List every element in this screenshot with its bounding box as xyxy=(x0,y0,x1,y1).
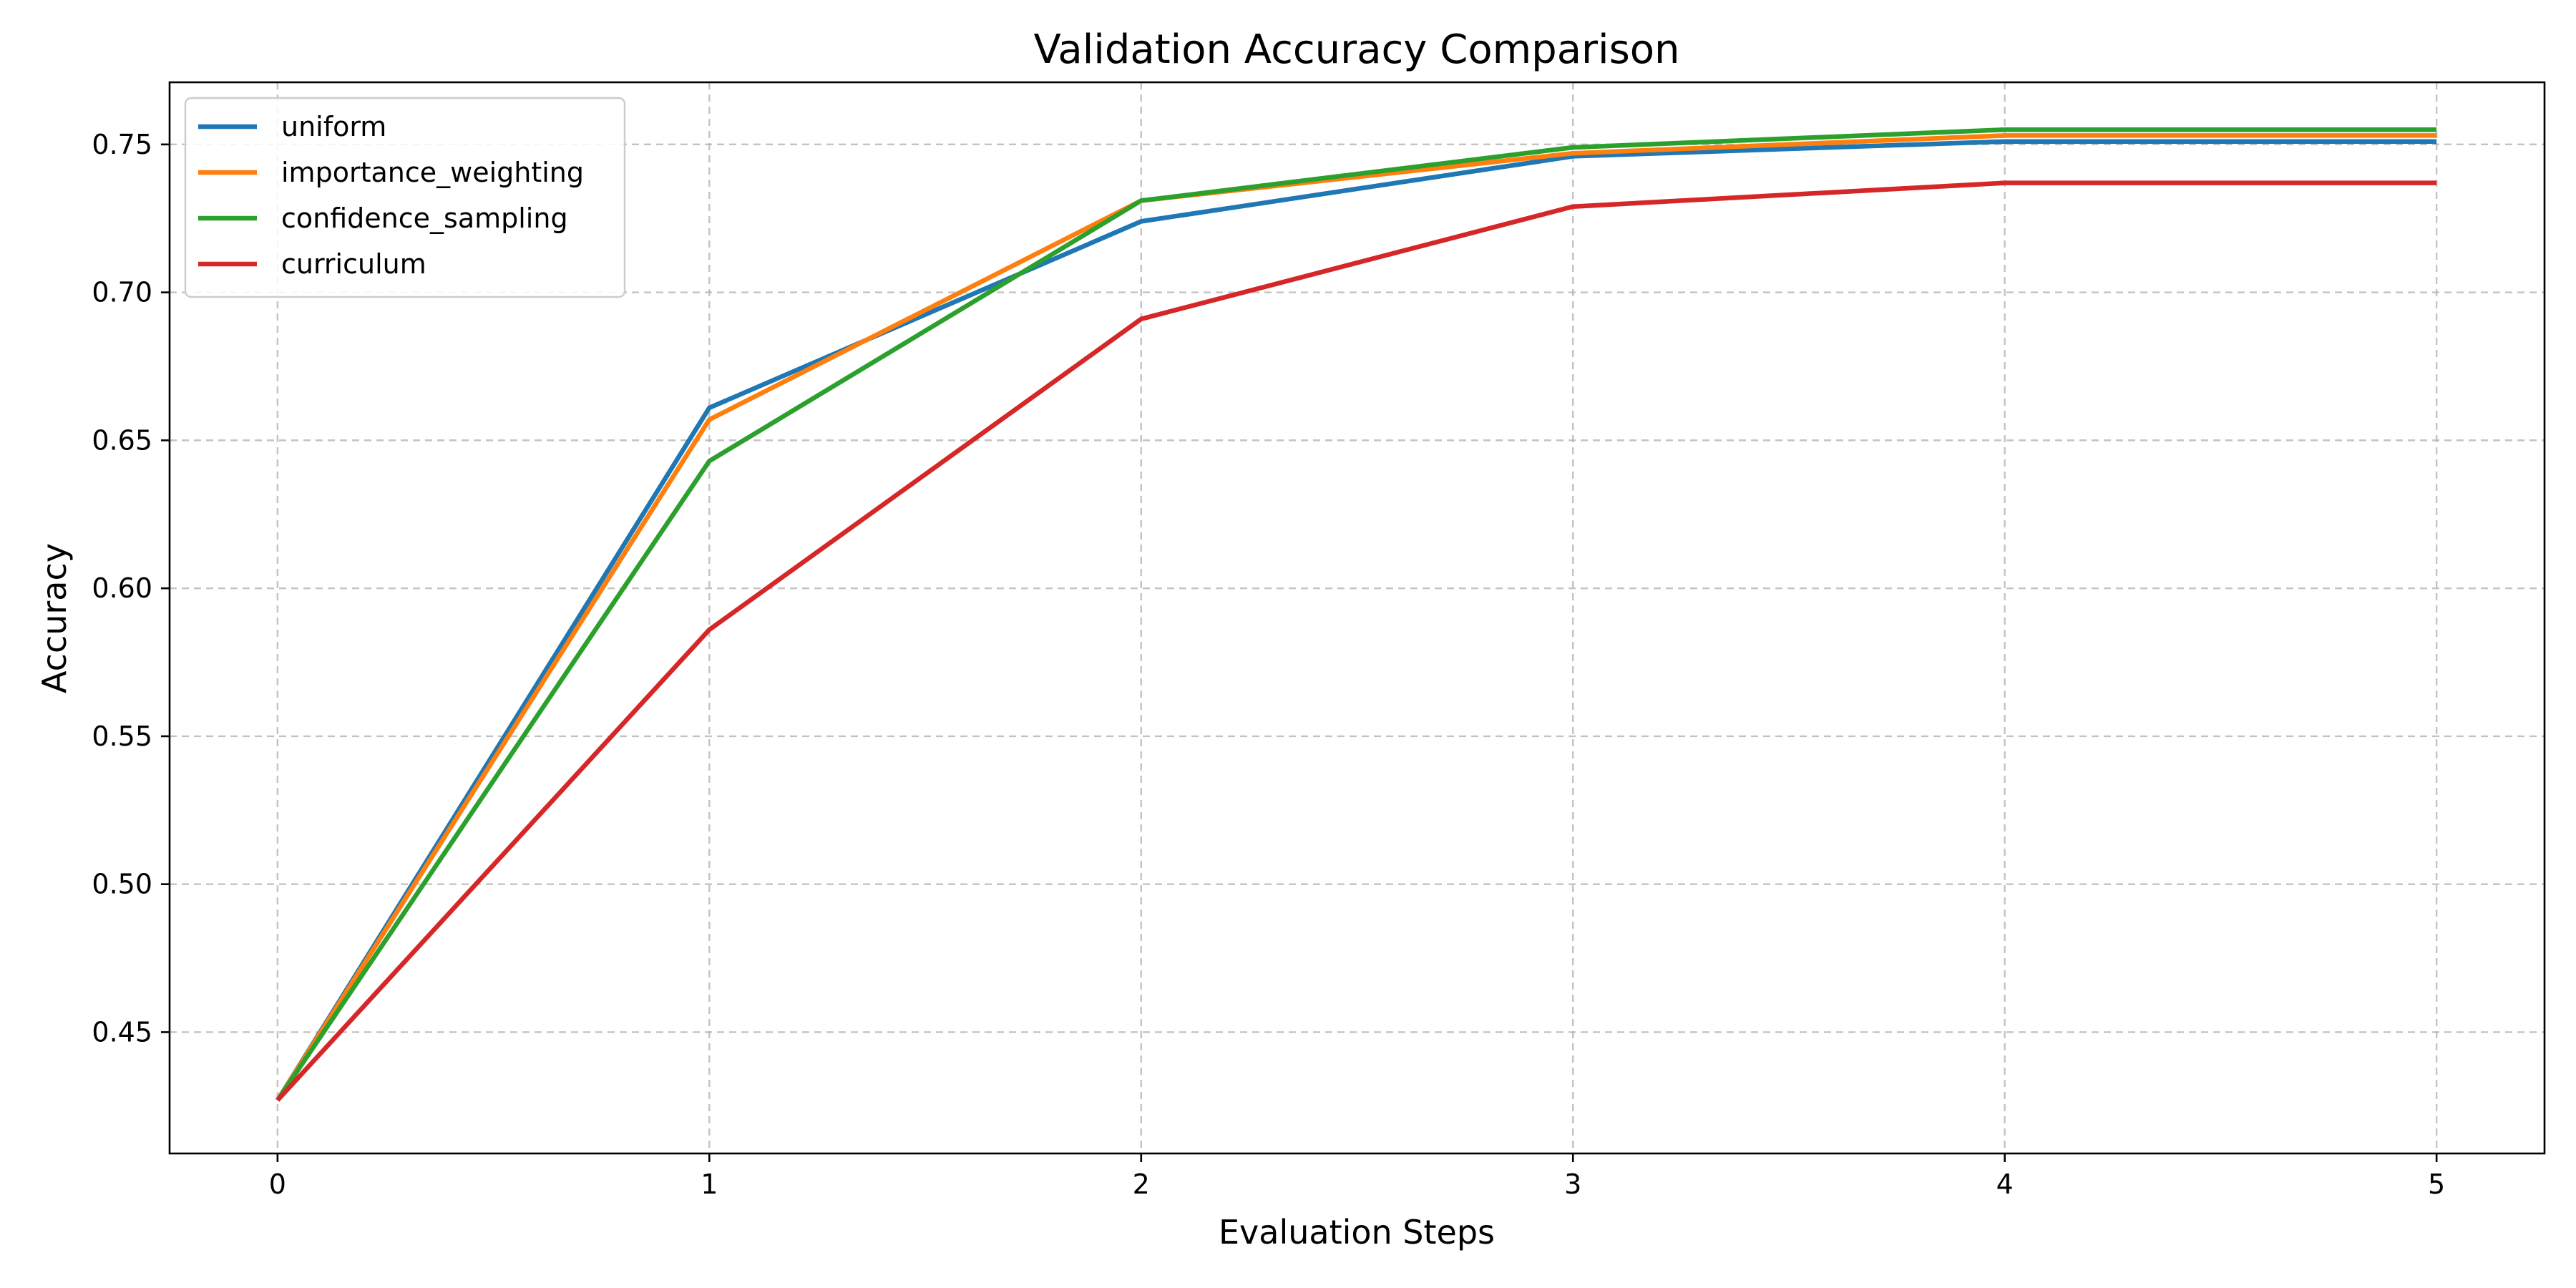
x-tick-label: 0 xyxy=(269,1169,286,1200)
y-tick-label: 0.60 xyxy=(92,572,152,604)
axis-ticks: 0 1 2 3 4 5 0.45 0.50 0.55 0.60 0.65 0.70 0.75 xyxy=(92,129,2445,1200)
legend-label: curriculum xyxy=(281,248,426,280)
y-tick-label: 0.45 xyxy=(92,1016,152,1048)
y-axis-label: Accuracy xyxy=(35,543,74,693)
x-tick-label: 2 xyxy=(1133,1169,1150,1200)
x-tick-label: 1 xyxy=(701,1169,718,1200)
legend: uniform importance_weighting confidence_sa… xyxy=(184,97,626,298)
series-line-uniform xyxy=(275,139,2437,1102)
y-tick-label: 0.75 xyxy=(92,129,152,160)
y-tick-label: 0.55 xyxy=(92,721,152,752)
legend-label: importance_weighting xyxy=(281,157,584,188)
series-line-confidence-sampling xyxy=(275,127,2437,1102)
x-tick-label: 3 xyxy=(1564,1169,1581,1200)
y-tick-label: 0.70 xyxy=(92,277,152,308)
x-tick-label: 4 xyxy=(1996,1169,2014,1200)
series-lines xyxy=(275,127,2437,1102)
y-tick-label: 0.50 xyxy=(92,869,152,900)
y-tick-label: 0.65 xyxy=(92,424,152,456)
x-axis-label: Evaluation Steps xyxy=(1219,1213,1495,1252)
legend-label: uniform xyxy=(281,111,386,142)
series-line-curriculum xyxy=(275,180,2437,1102)
legend-label: confidence_sampling xyxy=(281,203,568,234)
series-line-importance-weighting xyxy=(275,133,2437,1102)
chart-title: Validation Accuracy Comparison xyxy=(1033,26,1679,73)
legend-box xyxy=(184,97,626,298)
x-tick-label: 5 xyxy=(2428,1169,2445,1200)
plot-frame xyxy=(168,81,2546,1155)
